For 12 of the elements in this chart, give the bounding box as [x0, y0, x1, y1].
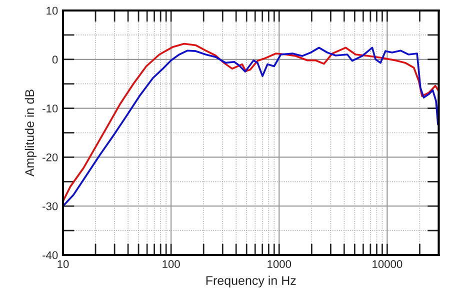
y-tick-label: 10 — [46, 6, 58, 15]
x-tick-label: 1000 — [268, 260, 292, 268]
y-tick-label: -30 — [42, 202, 58, 210]
y-axis-title: Amplitude in dB — [24, 90, 37, 176]
y-tick-label: -20 — [42, 153, 58, 162]
x-tick-label: 100 — [162, 260, 180, 268]
y-tick-label: -40 — [42, 251, 58, 260]
y-tick-label: -10 — [42, 104, 58, 112]
x-axis-title: Frequency in Hz — [206, 276, 296, 288]
y-tick-label: 0 — [52, 56, 58, 64]
x-tick-label: 10000 — [372, 260, 402, 268]
x-tick-label: 10 — [58, 260, 69, 268]
